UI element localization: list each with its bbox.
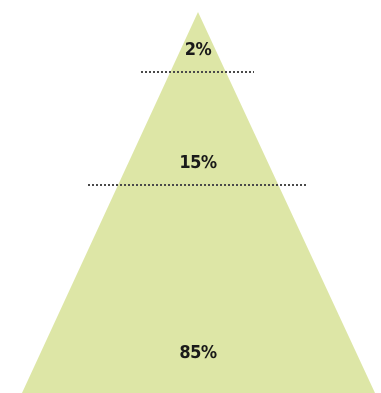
pyramid-shape — [22, 12, 375, 393]
tier-label-middle: 15% — [179, 152, 217, 173]
tier-label-top: 2% — [184, 39, 212, 60]
tier-label-base: 85% — [179, 342, 217, 363]
